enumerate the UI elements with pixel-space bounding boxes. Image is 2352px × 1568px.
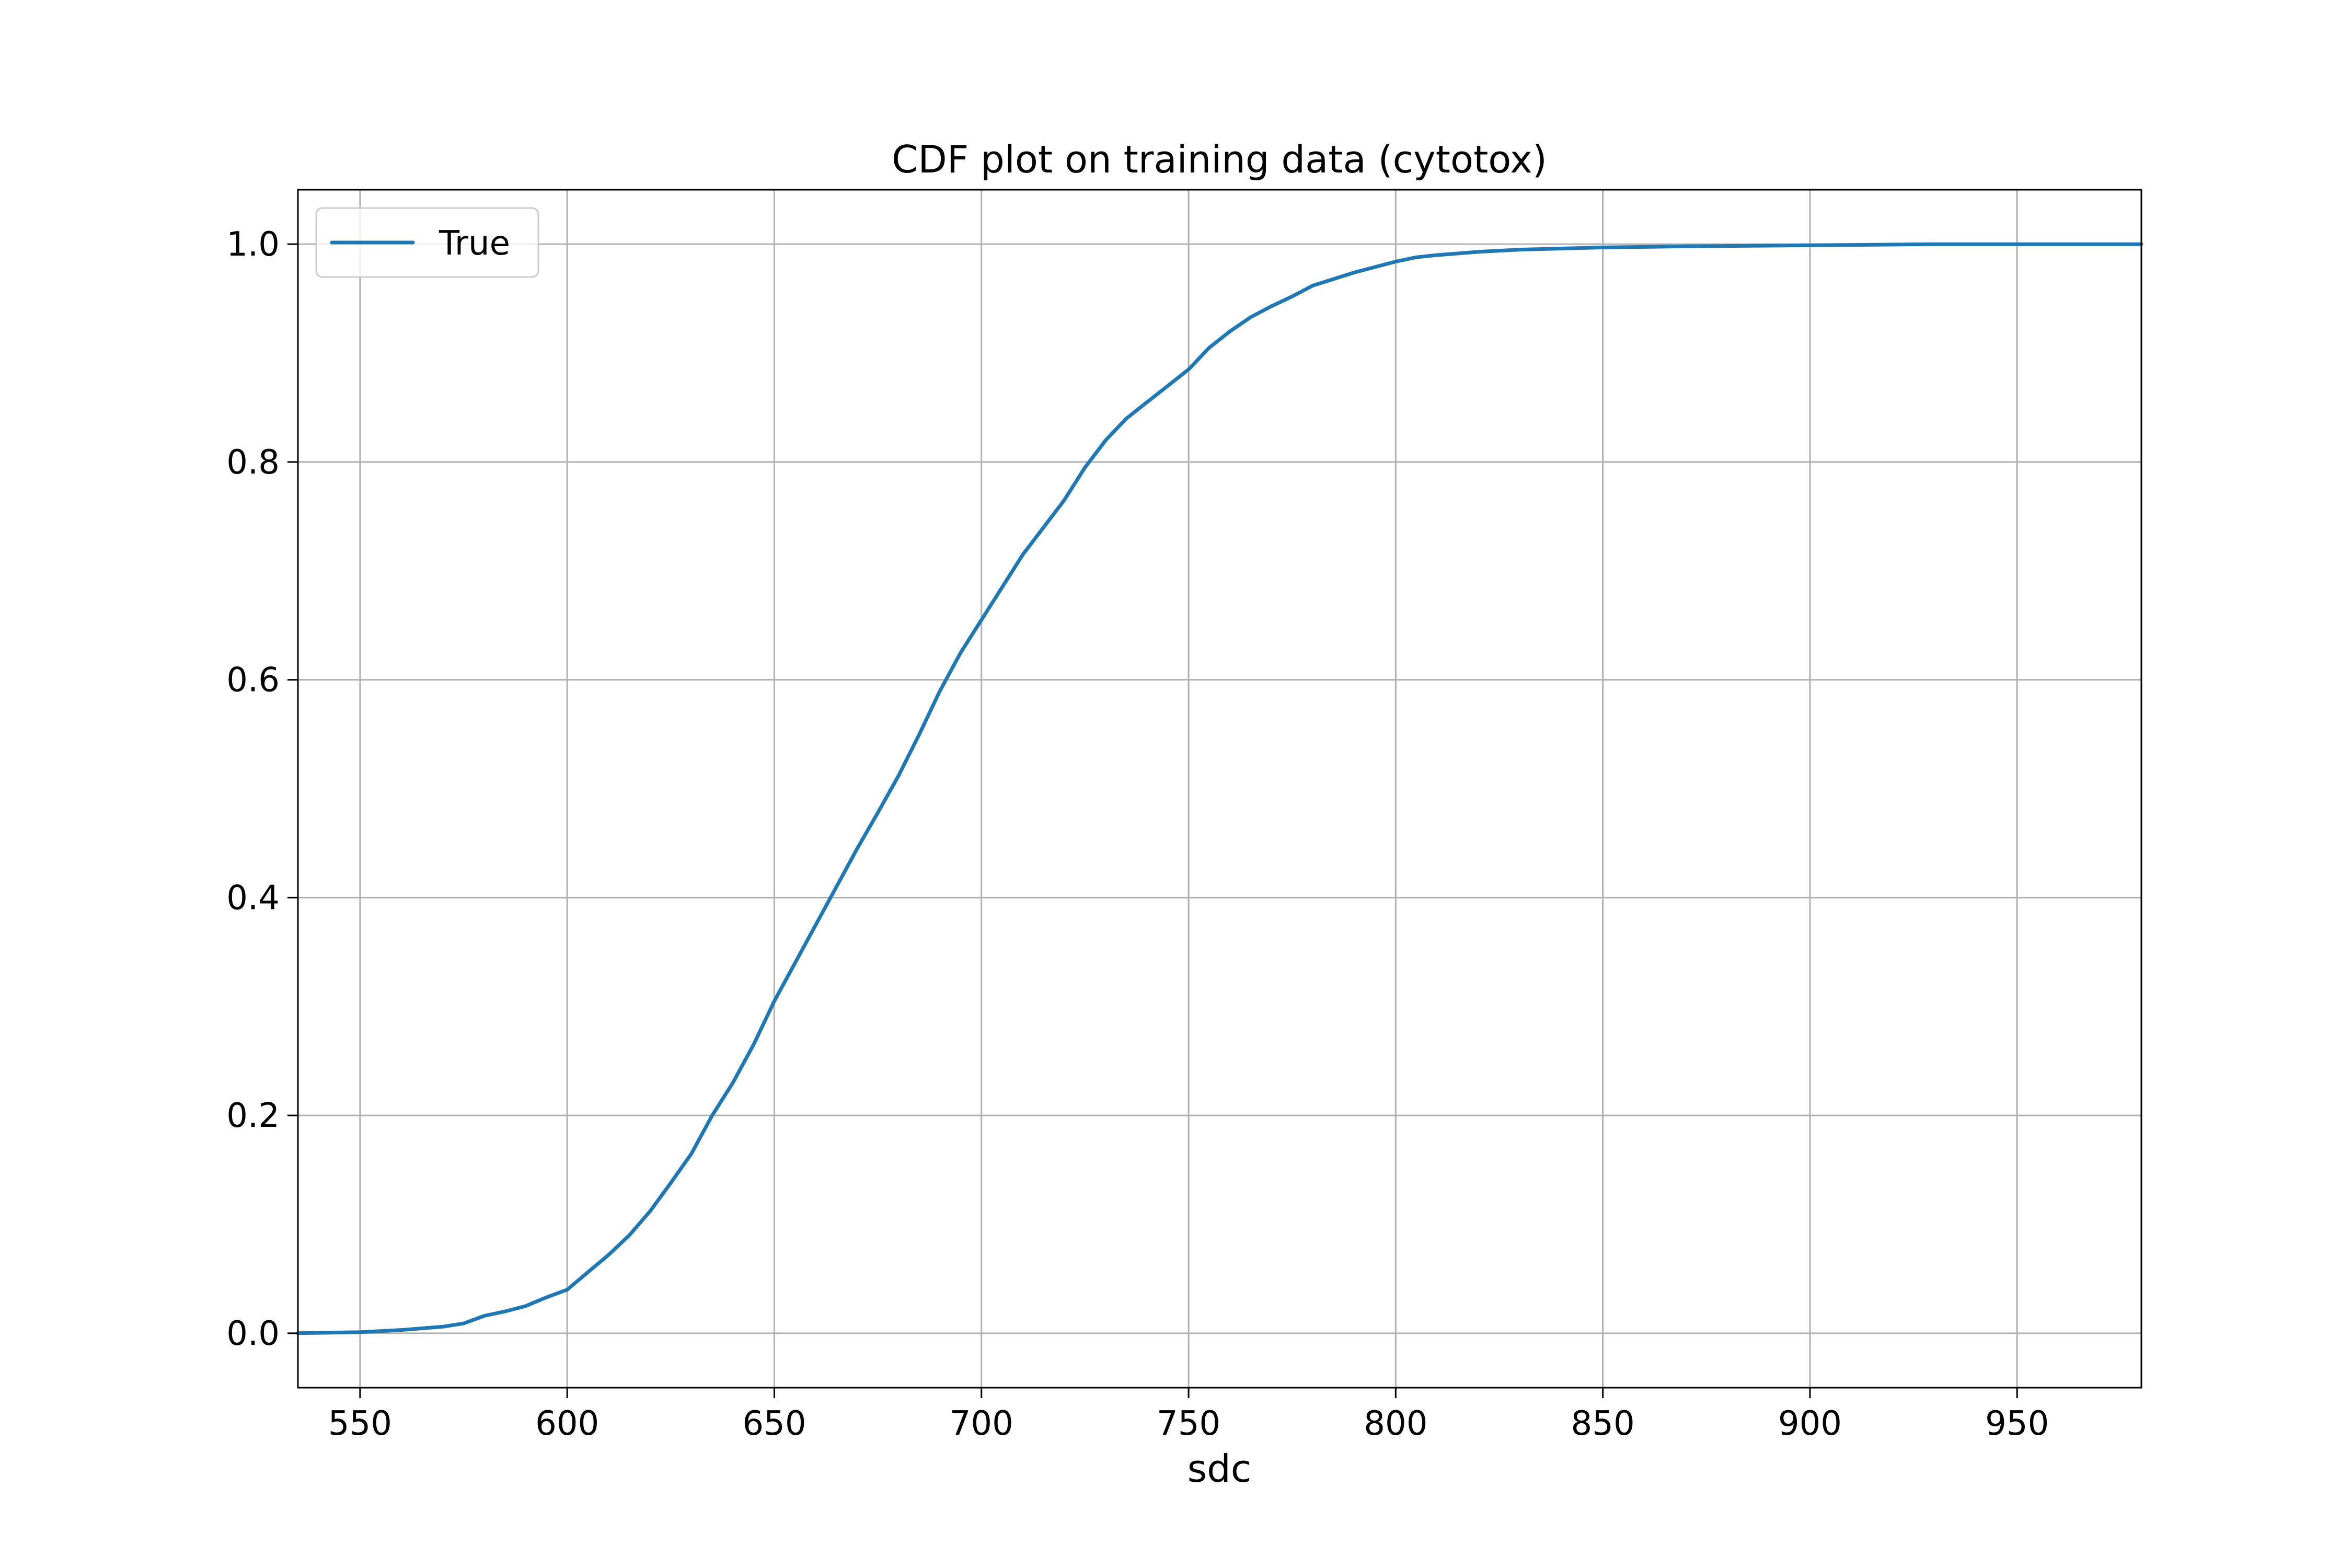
tick-layer: 550 600 650 700 750 800 850 900 950 0.0 0.2 0.4 0.6 0… (226, 225, 2049, 1443)
y-tick-label: 0.0 (226, 1315, 280, 1353)
series-layer (296, 242, 2143, 1335)
plot-area-background (298, 190, 2141, 1388)
x-tick-label: 750 (1157, 1404, 1220, 1443)
y-tick-label: 0.8 (226, 443, 280, 482)
y-tick-label: 0.4 (226, 879, 280, 917)
y-tick-label: 1.0 (226, 225, 280, 264)
x-tick-label: 600 (535, 1404, 599, 1443)
y-tick-label: 0.2 (226, 1097, 280, 1135)
x-tick-label: 650 (742, 1404, 806, 1443)
x-tick-label: 800 (1364, 1404, 1427, 1443)
x-tick-label: 700 (950, 1404, 1013, 1443)
series-line-true (296, 242, 2143, 1335)
x-axis-label: sdc (1187, 1447, 1252, 1491)
x-tick-label: 900 (1778, 1404, 1842, 1443)
legend-label-true: True (439, 224, 510, 263)
x-tick-label: 950 (1985, 1404, 2049, 1443)
grid-layer (298, 190, 2141, 1388)
plot-frame (297, 189, 2142, 1389)
legend-box (315, 207, 539, 278)
x-tick-label: 850 (1571, 1404, 1635, 1443)
x-tick-label: 550 (328, 1404, 392, 1443)
y-tick-label: 0.6 (226, 661, 280, 700)
legend: True (315, 207, 539, 278)
chart-title: CDF plot on training data (cytotox) (892, 137, 1547, 181)
